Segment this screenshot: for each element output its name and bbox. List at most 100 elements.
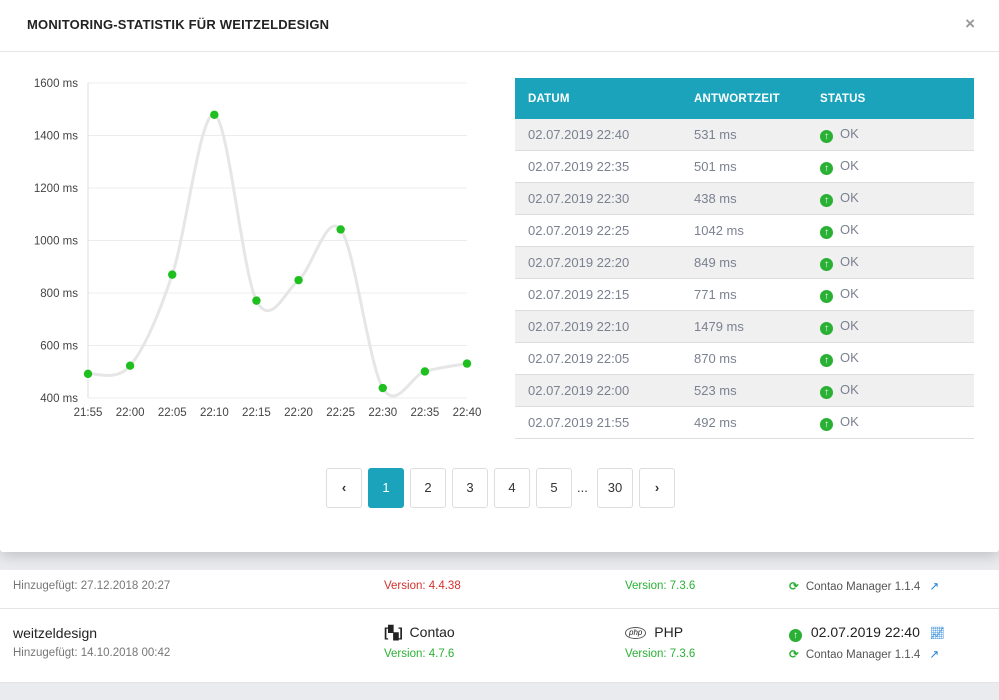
table-row: 02.07.2019 22:10 1479 ms ↑ OK — [515, 310, 974, 343]
data-point — [462, 359, 472, 368]
arrow-up-circle-icon: ↑ — [820, 130, 833, 143]
data-point — [294, 275, 303, 285]
x-tick-label: 22:15 — [242, 407, 271, 419]
close-icon[interactable]: × — [965, 14, 975, 33]
status-text: OK — [840, 382, 859, 397]
arrow-up-circle-icon: ↑ — [820, 194, 833, 207]
table-row: 02.07.2019 21:55 492 ms ↑ OK — [515, 406, 974, 439]
data-point — [210, 110, 219, 119]
cell-status: ↑ OK — [807, 374, 974, 407]
contao-icon: [▚] — [384, 625, 403, 640]
manager-info: ⟳ Contao Manager 1.1.4 ↗ — [789, 647, 939, 661]
y-tick-label: 600 ms — [40, 341, 78, 353]
modal-header: MONITORING-STATISTIK FÜR WEITZELDESIGN × — [0, 0, 999, 52]
column-header-date: DATUM — [515, 78, 681, 119]
external-link-icon[interactable]: ↗ — [929, 649, 940, 661]
cell-response-time: 523 ms — [681, 374, 807, 407]
data-point — [252, 296, 261, 305]
table-row: 02.07.2019 22:35 501 ms ↑ OK — [515, 150, 974, 183]
status-text: OK — [840, 350, 859, 365]
manager-version: Contao Manager 1.1.4 — [805, 649, 921, 661]
site-name[interactable]: weitzeldesign — [13, 625, 98, 641]
page-button-2[interactable]: 2 — [410, 468, 446, 508]
cms-version: Version: 4.7.6 — [384, 648, 455, 660]
table-header-row: DATUM ANTWORTZEIT STATUS — [515, 78, 974, 119]
cell-status: ↑ OK — [807, 214, 974, 247]
status-text: OK — [840, 254, 859, 269]
list-item: weitzeldesign Hinzugefügt: 14.10.2018 00… — [0, 609, 999, 683]
page-button-4[interactable]: 4 — [494, 468, 530, 508]
refresh-icon: ⟳ — [789, 649, 799, 661]
refresh-icon: ⟳ — [789, 581, 799, 593]
cell-date: 02.07.2019 22:10 — [515, 310, 681, 343]
x-tick-label: 22:00 — [116, 407, 145, 419]
data-point — [83, 369, 93, 379]
stats-table: DATUM ANTWORTZEIT STATUS 02.07.2019 22:4… — [515, 78, 974, 439]
table-row: 02.07.2019 22:05 870 ms ↑ OK — [515, 342, 974, 375]
arrow-up-circle-icon: ↑ — [789, 629, 802, 642]
added-date: Hinzugefügt: 14.10.2018 00:42 — [13, 647, 171, 659]
cell-date: 02.07.2019 22:25 — [515, 214, 681, 247]
arrow-up-circle-icon: ↑ — [820, 226, 833, 239]
php-icon: php — [625, 627, 647, 639]
external-link-icon[interactable]: ↗ — [929, 581, 940, 593]
cell-response-time: 501 ms — [681, 150, 807, 183]
data-point — [168, 270, 177, 279]
x-tick-label: 22:10 — [200, 407, 229, 419]
cell-date: 02.07.2019 22:20 — [515, 246, 681, 279]
last-check-date: 02.07.2019 22:40 — [810, 624, 920, 640]
cell-status: ↑ OK — [807, 278, 974, 311]
cell-date: 02.07.2019 22:00 — [515, 374, 681, 407]
manager-info: ⟳ Contao Manager 1.1.4 ↗ — [789, 579, 939, 593]
cell-status: ↑ OK — [807, 150, 974, 183]
cell-response-time: 492 ms — [681, 406, 807, 439]
status-text: OK — [840, 190, 859, 205]
data-point — [420, 367, 430, 376]
manager-version: Contao Manager 1.1.4 — [805, 581, 921, 593]
status-text: OK — [840, 414, 859, 429]
table-row: 02.07.2019 22:00 523 ms ↑ OK — [515, 374, 974, 407]
arrow-up-circle-icon: ↑ — [820, 386, 833, 399]
page-button-3[interactable]: 3 — [452, 468, 488, 508]
response-time-chart: 400 ms 600 ms 800 ms 1000 ms 1200 ms 1400 ms 1… — [34, 78, 482, 419]
next-page-button[interactable]: › — [639, 468, 675, 508]
cell-status: ↑ OK — [807, 246, 974, 279]
table-row: 02.07.2019 22:20 849 ms ↑ OK — [515, 246, 974, 279]
series-line — [87, 113, 468, 398]
cell-date: 02.07.2019 22:05 — [515, 342, 681, 375]
y-tick-label: 1000 ms — [34, 236, 78, 248]
column-header-response-time: ANTWORTZEIT — [681, 78, 807, 119]
data-point — [378, 383, 387, 393]
cell-date: 02.07.2019 22:30 — [515, 182, 681, 215]
chart-icon[interactable]: 📈︎ — [929, 626, 946, 640]
arrow-up-circle-icon: ↑ — [820, 258, 833, 271]
cell-response-time: 771 ms — [681, 278, 807, 311]
page-button-1[interactable]: 1 — [368, 468, 404, 508]
cell-response-time: 531 ms — [681, 119, 807, 151]
cell-status: ↑ OK — [807, 310, 974, 343]
pagination-ellipsis: ... — [577, 480, 588, 495]
x-tick-label: 21:55 — [74, 407, 103, 419]
php-name: PHP — [654, 624, 684, 640]
last-check[interactable]: ↑ 02.07.2019 22:40 📈︎ — [789, 624, 945, 642]
cell-date: 02.07.2019 21:55 — [515, 406, 681, 439]
cell-response-time: 870 ms — [681, 342, 807, 375]
y-tick-label: 1200 ms — [34, 183, 78, 195]
table-row: 02.07.2019 22:40 531 ms ↑ OK — [515, 119, 974, 151]
site-list: Hinzugefügt: 27.12.2018 20:27 Version: 4… — [0, 570, 999, 683]
page-button-5[interactable]: 5 — [536, 468, 572, 508]
table-row: 02.07.2019 22:15 771 ms ↑ OK — [515, 278, 974, 311]
cell-status: ↑ OK — [807, 406, 974, 439]
page-button-30[interactable]: 30 — [597, 468, 633, 508]
x-tick-label: 22:20 — [284, 407, 313, 419]
x-tick-label: 22:05 — [158, 407, 187, 419]
arrow-up-circle-icon: ↑ — [820, 354, 833, 367]
chevron-right-icon: › — [654, 480, 660, 495]
status-text: OK — [840, 222, 859, 237]
cms-version: Version: 4.4.38 — [384, 580, 461, 592]
column-header-status: STATUS — [807, 78, 974, 119]
prev-page-button[interactable]: ‹ — [326, 468, 362, 508]
x-tick-label: 22:35 — [410, 407, 439, 419]
added-date: Hinzugefügt: 27.12.2018 20:27 — [13, 580, 171, 592]
cell-status: ↑ OK — [807, 119, 974, 151]
